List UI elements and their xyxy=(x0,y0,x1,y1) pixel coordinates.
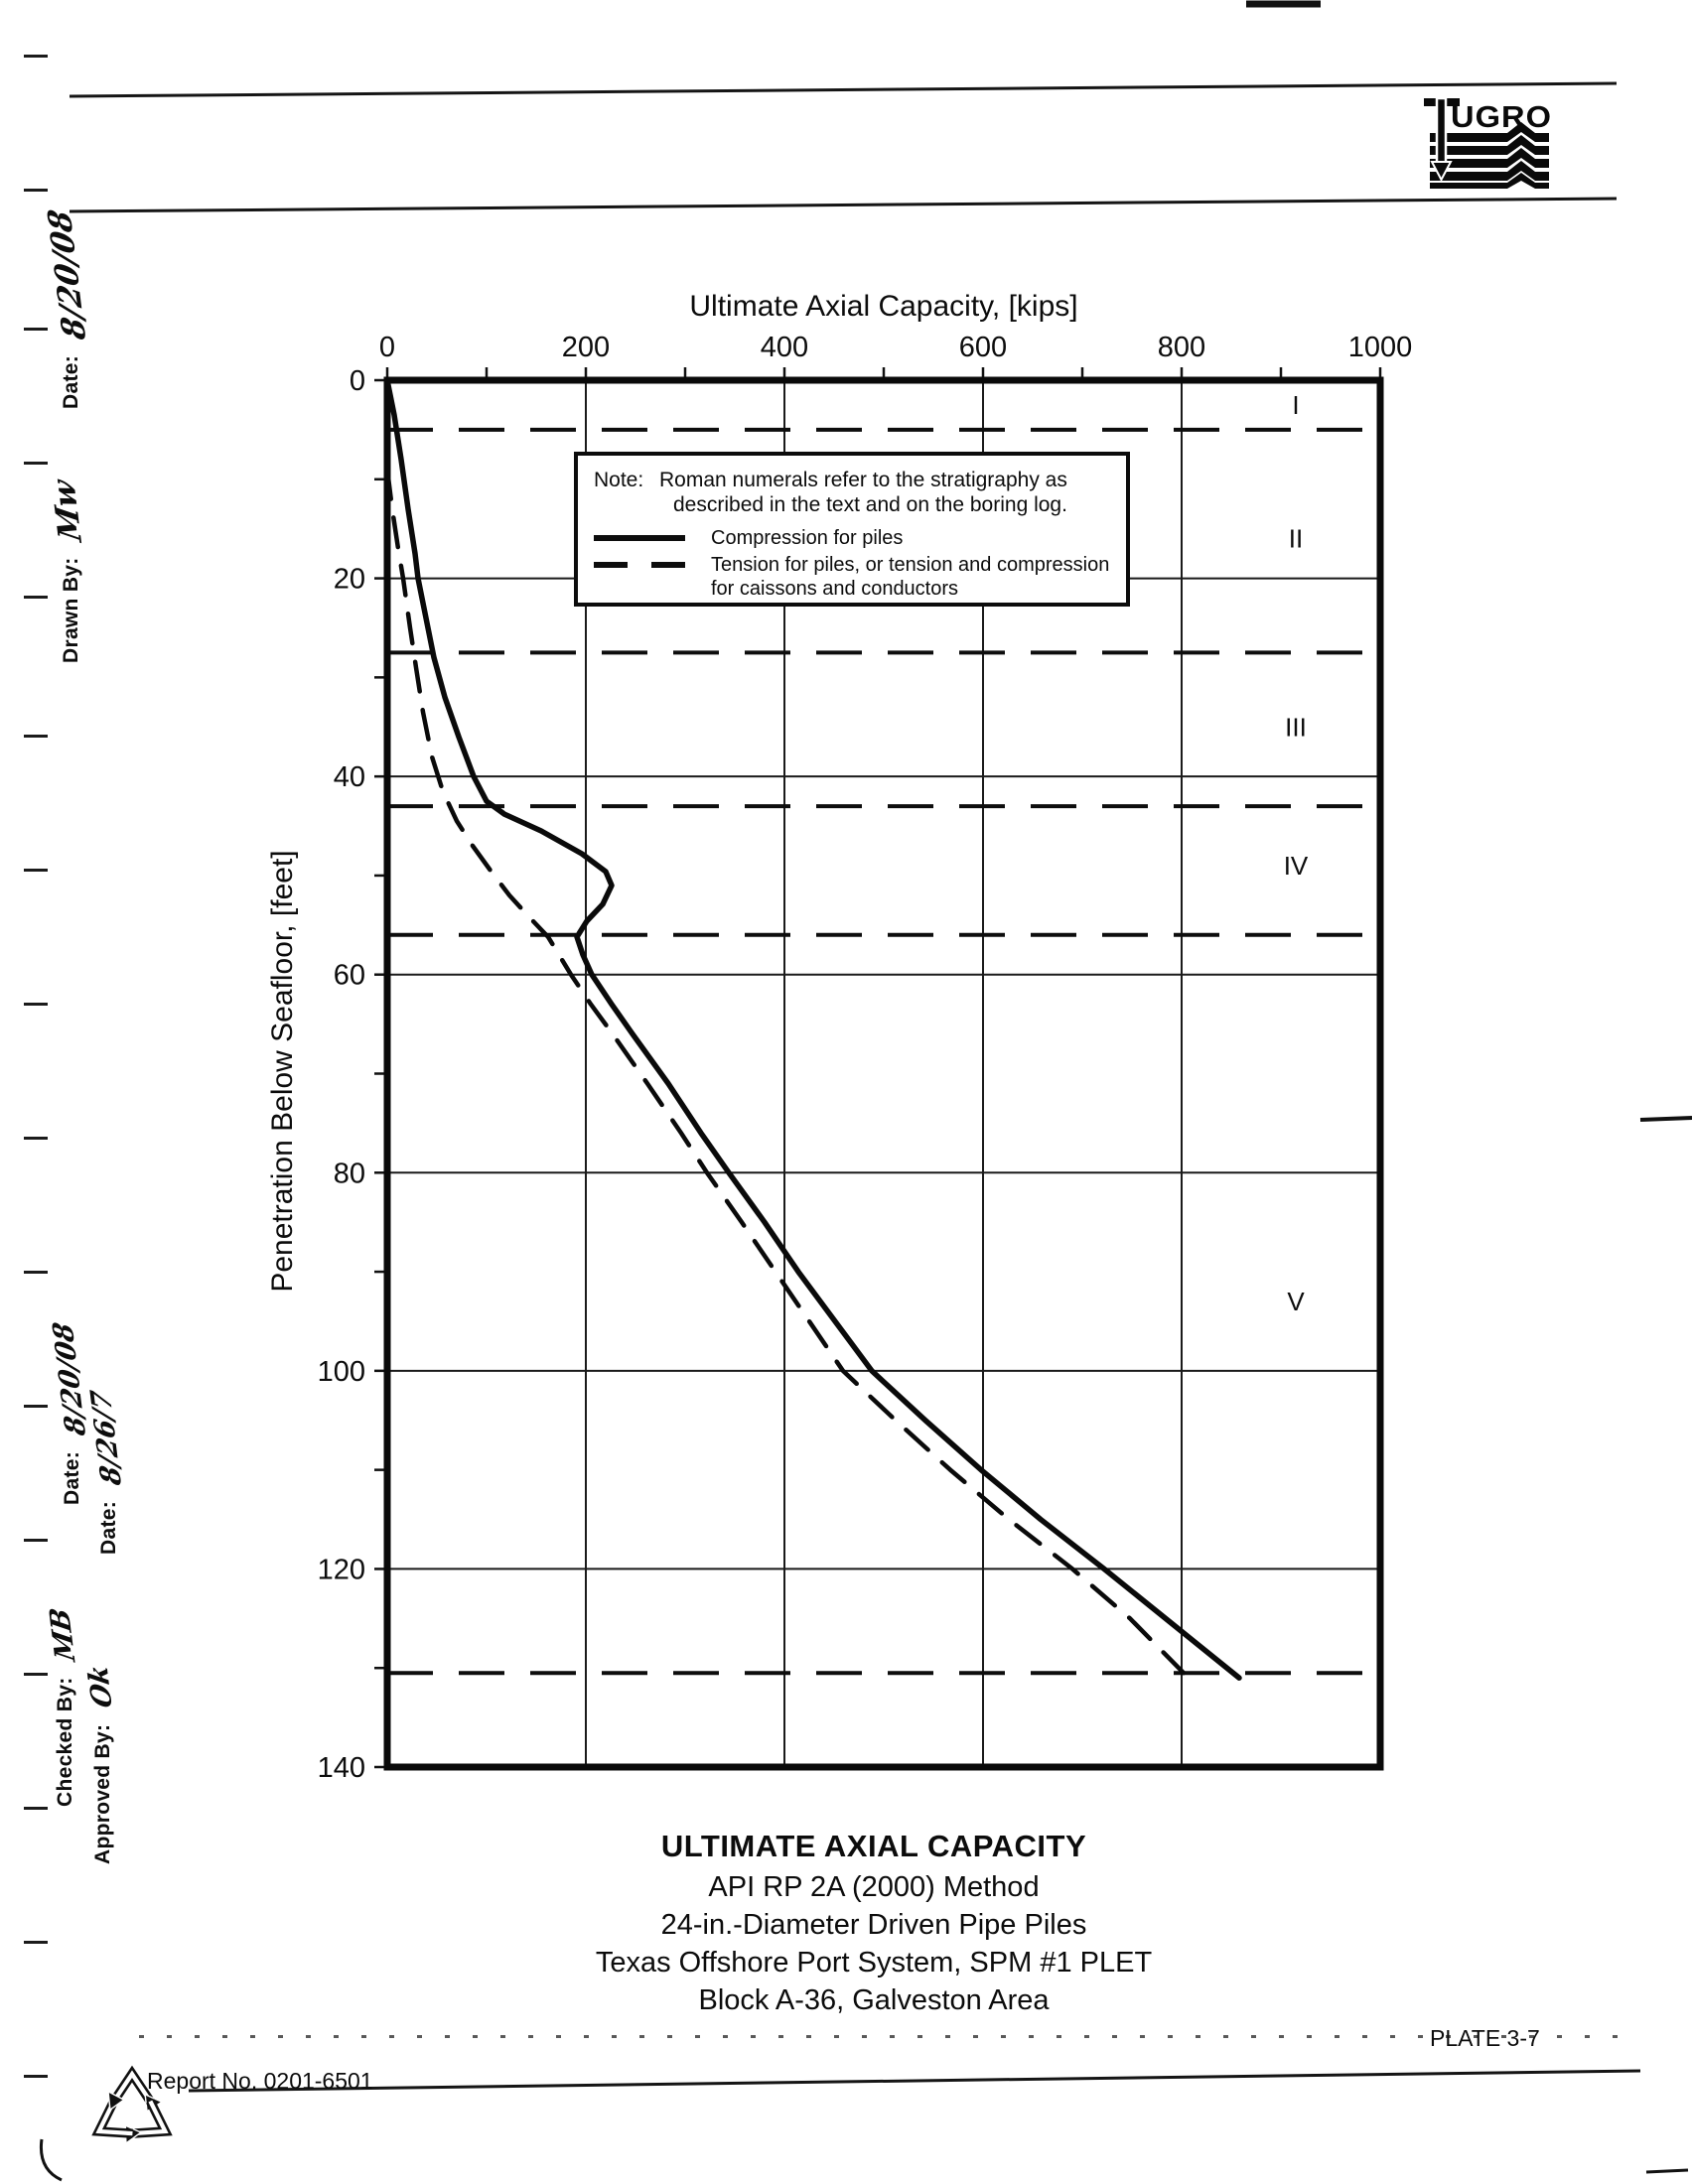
plate-subtitle-location: Block A-36, Galveston Area xyxy=(698,1984,1050,2016)
binding-dash xyxy=(24,328,48,331)
binding-dash xyxy=(24,2075,48,2078)
y-tick-label: 0 xyxy=(350,365,365,397)
drawn-by-label: Drawn By: xyxy=(60,557,82,663)
approved-by-label: Approved By: xyxy=(91,1723,114,1864)
stratum-label-I: I xyxy=(1292,390,1299,420)
x-tick-label: 1000 xyxy=(1348,332,1413,363)
binding-dash xyxy=(24,1271,48,1274)
fugro-logo-strata-stripes xyxy=(1430,122,1549,189)
date-label: Date: xyxy=(61,1450,83,1505)
capacity-chart: 0 200 400 600 800 1000 0 20 40 60 80 100 120 140 Ultim… xyxy=(318,290,1413,1784)
fugro-logo: UGRO xyxy=(1424,96,1552,189)
legend-label-compression: Compression for piles xyxy=(711,527,904,549)
recycle-arrow xyxy=(91,2090,133,2138)
fugro-logo-probe-arrow xyxy=(1430,96,1453,183)
plate-subtitle-pile: 24-in.-Diameter Driven Pipe Piles xyxy=(660,1909,1087,1941)
binding-dash xyxy=(24,1003,48,1006)
fugro-logo-text: UGRO xyxy=(1451,99,1552,134)
legend-item-compression: Compression for piles xyxy=(594,526,1112,550)
legend-label-tension: Tension for piles, or tension and compre… xyxy=(711,554,1110,600)
binding-dash xyxy=(24,462,48,465)
sidebar-drawn-by: Drawn By: Mw xyxy=(46,478,89,663)
checked-by-label: Checked By: xyxy=(54,1677,76,1807)
x-tick-label: 400 xyxy=(761,332,808,363)
note-label: Note: xyxy=(594,469,644,491)
note-legend-box: Note: Roman numerals refer to the strati… xyxy=(574,452,1130,607)
y-tick-label: 140 xyxy=(318,1752,365,1784)
y-tick-label: 80 xyxy=(334,1158,365,1189)
x-tick-label: 200 xyxy=(562,332,610,363)
binding-dash xyxy=(24,189,48,192)
binding-dash xyxy=(24,1673,48,1676)
x-axis-title: Ultimate Axial Capacity, [kips] xyxy=(689,290,1077,323)
stratum-label-III: III xyxy=(1285,712,1307,742)
y-axis-title: Penetration Below Seafloor, [feet] xyxy=(266,850,299,1293)
binding-dash xyxy=(24,1405,48,1408)
legend-item-tension: Tension for piles, or tension and compre… xyxy=(594,553,1112,601)
plate-title-block: ULTIMATE AXIAL CAPACITY API RP 2A (2000)… xyxy=(179,1829,1569,2022)
y-tick-label: 120 xyxy=(318,1554,365,1585)
sidebar-date-approved: Date: 8/26/7 xyxy=(85,1388,128,1555)
y-tick-label: 100 xyxy=(318,1356,365,1388)
binding-dash xyxy=(24,55,48,58)
x-tick-label: 600 xyxy=(959,332,1007,363)
note-text: Roman numerals refer to the stratigraphy… xyxy=(659,469,1067,516)
sidebar-date-top: Date: 8/20/08 xyxy=(42,207,94,409)
binding-dash xyxy=(24,596,48,599)
y-tick-label: 20 xyxy=(334,564,365,596)
x-tick-label: 800 xyxy=(1158,332,1205,363)
dashed-line-swatch xyxy=(594,562,685,568)
binding-dash xyxy=(24,1807,48,1810)
report-number: Report No. 0201-6501 xyxy=(147,2068,373,2094)
footer-dotted-separator xyxy=(139,2035,1623,2038)
sidebar-checked-by: Checked By: MB xyxy=(44,1606,81,1807)
binding-dash xyxy=(24,1539,48,1542)
x-tick-label: 0 xyxy=(379,332,395,363)
sidebar-date-checked: Date: 8/20/08 xyxy=(48,1320,93,1505)
date-label: Date: xyxy=(60,354,82,409)
recycle-icon xyxy=(91,2065,173,2145)
stratum-label-II: II xyxy=(1289,524,1303,554)
solid-line-swatch xyxy=(594,535,685,541)
date-label: Date: xyxy=(97,1500,120,1555)
binding-dash xyxy=(24,1941,48,1944)
approved-by-handwritten-initials: Ok xyxy=(82,1663,119,1710)
plate-subtitle-method: API RP 2A (2000) Method xyxy=(708,1871,1040,1903)
compression-curve xyxy=(384,377,1242,1681)
date-handwritten-value: 8/26/7 xyxy=(84,1388,129,1487)
checked-by-handwritten-initials: MB xyxy=(44,1605,82,1664)
y-tick-label: 40 xyxy=(334,761,365,793)
sidebar-approved-by: Approved By: Ok xyxy=(82,1663,119,1864)
plate-subtitle-project: Texas Offshore Port System, SPM #1 PLET xyxy=(595,1947,1153,1979)
drawn-by-handwritten-initials: Mw xyxy=(45,478,90,544)
stratum-label-V: V xyxy=(1287,1287,1305,1316)
y-tick-label: 60 xyxy=(334,960,365,992)
plate-number: PLATE 3-7 xyxy=(1430,2025,1540,2051)
tension-curve xyxy=(384,467,1187,1676)
plate-title: ULTIMATE AXIAL CAPACITY xyxy=(660,1829,1087,1863)
binding-dash xyxy=(24,869,48,872)
binding-dash xyxy=(24,1137,48,1140)
plot-border xyxy=(383,376,1384,1771)
binding-dash xyxy=(24,735,48,738)
stratum-label-IV: IV xyxy=(1284,851,1309,881)
